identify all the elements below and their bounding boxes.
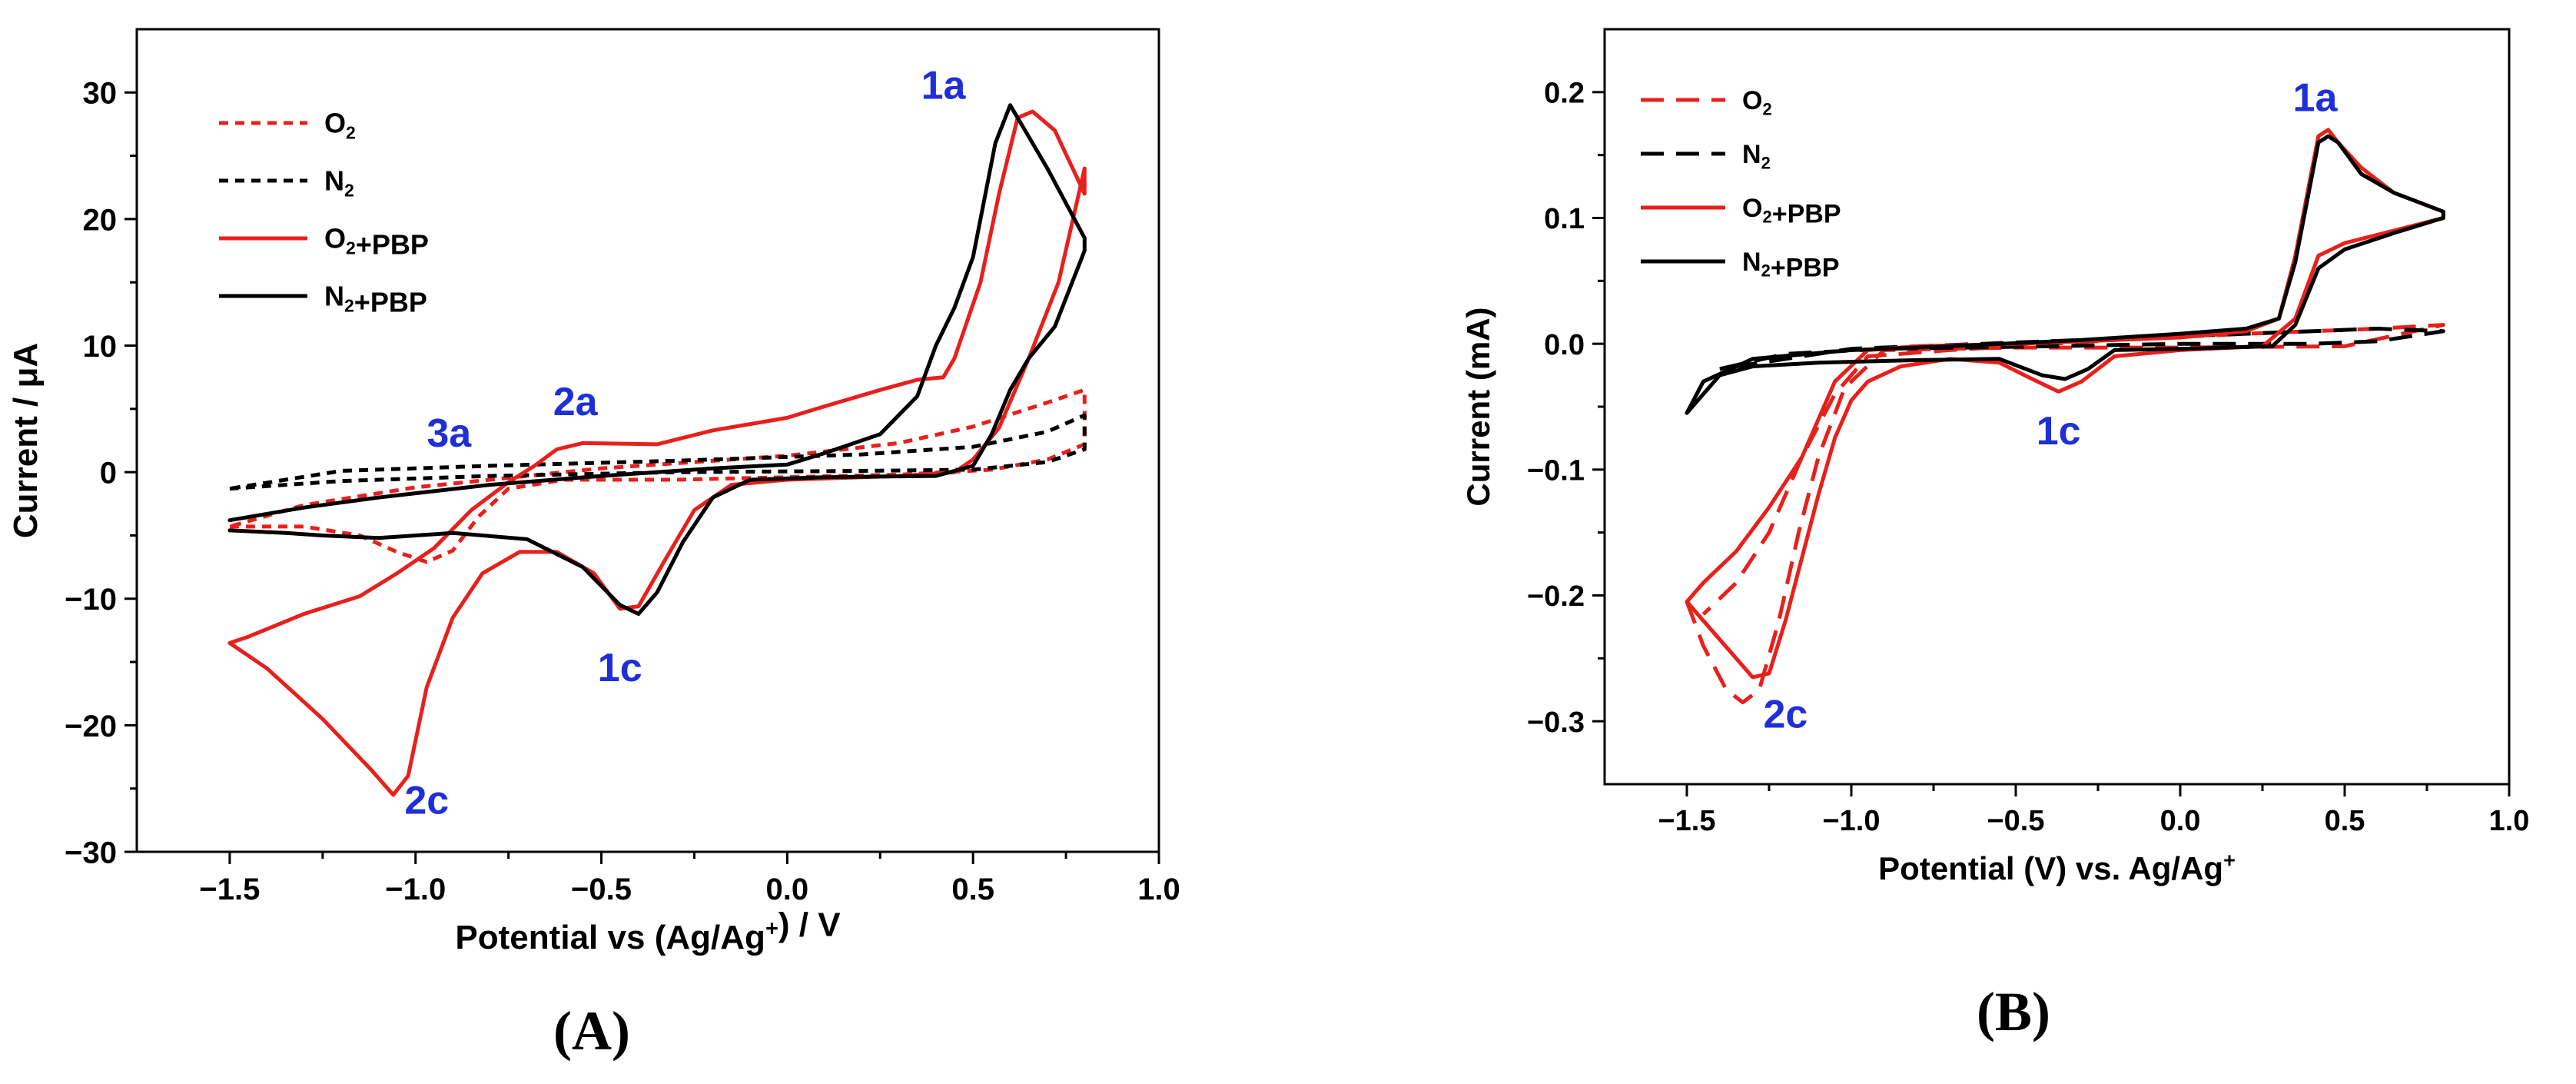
legend-label-1: N2 xyxy=(324,165,354,201)
series-line-0 xyxy=(229,387,1087,564)
plot-frame xyxy=(135,28,1160,853)
y-axis-label: Current / μA xyxy=(7,343,45,538)
peak-label-1a: 1a xyxy=(2293,75,2339,120)
y-tick-label: −30 xyxy=(65,836,117,870)
y-tick-label: −0.3 xyxy=(1527,707,1585,739)
x-tick-label: 1.0 xyxy=(1137,873,1180,906)
peak-label-3a: 3a xyxy=(427,411,472,456)
y-tick-label: 20 xyxy=(83,203,118,237)
y-tick-label: 0 xyxy=(100,457,117,490)
legend-label-3: N2+PBP xyxy=(1742,248,1840,282)
x-tick-label: 0.0 xyxy=(2160,805,2201,837)
x-tick-label: −1.0 xyxy=(1822,805,1880,837)
x-axis-label: Potential (V) vs. Ag/Ag+ xyxy=(1878,849,2236,886)
peak-label-1c: 1c xyxy=(598,646,642,690)
y-tick-label: 0.2 xyxy=(1544,78,1585,110)
y-axis-label: Current (mA) xyxy=(1460,307,1496,506)
series-line-1 xyxy=(229,413,1087,491)
legend-label-2: O2+PBP xyxy=(324,223,429,261)
panel-label-b: (B) xyxy=(1977,981,2050,1042)
x-tick-label: −1.5 xyxy=(1658,805,1715,837)
y-tick-label: 30 xyxy=(83,77,118,111)
x-tick-label: 0.0 xyxy=(766,873,809,906)
legend-label-3: N2+PBP xyxy=(324,281,427,318)
y-tick-label: 0.0 xyxy=(1544,329,1585,361)
x-tick-label: −1.0 xyxy=(385,873,446,906)
y-tick-label: 0.1 xyxy=(1544,203,1585,235)
series-line-3 xyxy=(1685,134,2445,415)
x-tick-label: 0.5 xyxy=(951,873,994,906)
x-axis-label: Potential vs (Ag/Ag+) / V xyxy=(455,906,841,956)
x-tick-label: −0.5 xyxy=(571,873,632,906)
x-tick-label: 0.5 xyxy=(2325,805,2365,837)
legend-label-1: N2 xyxy=(1742,140,1771,172)
y-tick-label: −10 xyxy=(65,583,117,617)
panel-label-a: (A) xyxy=(553,1000,630,1062)
y-tick-label: −0.2 xyxy=(1527,580,1585,613)
legend-label-0: O2 xyxy=(1742,86,1772,118)
peak-label-2c: 2c xyxy=(404,779,449,823)
peak-label-2c: 2c xyxy=(1763,692,1808,737)
x-tick-label: −0.5 xyxy=(1987,805,2044,837)
chart-panel-b: −1.5 −1.0 −0.5 0.0 0.5 1.0 −0.3 −0.2 −0.1 0.0 0.1 0… xyxy=(1460,28,2530,886)
x-tick-label: −1.5 xyxy=(199,873,260,906)
y-tick-label: 10 xyxy=(83,330,118,364)
x-tick-label: 1.0 xyxy=(2489,805,2530,837)
legend-label-2: O2+PBP xyxy=(1742,194,1841,228)
peak-label-2a: 2a xyxy=(553,380,599,424)
chart-panel-a: −1.5 −1.0 −0.5 0.0 0.5 1.0 −30 −20 −10 0 10 20 30 Pot… xyxy=(7,28,1180,956)
series-line-2 xyxy=(227,109,1087,797)
peak-label-1c: 1c xyxy=(2037,409,2081,454)
peak-label-1a: 1a xyxy=(921,64,967,108)
series-line-3 xyxy=(227,103,1087,616)
y-tick-label: −20 xyxy=(65,710,117,743)
legend-label-0: O2 xyxy=(324,108,356,143)
y-tick-label: −0.1 xyxy=(1527,455,1585,487)
